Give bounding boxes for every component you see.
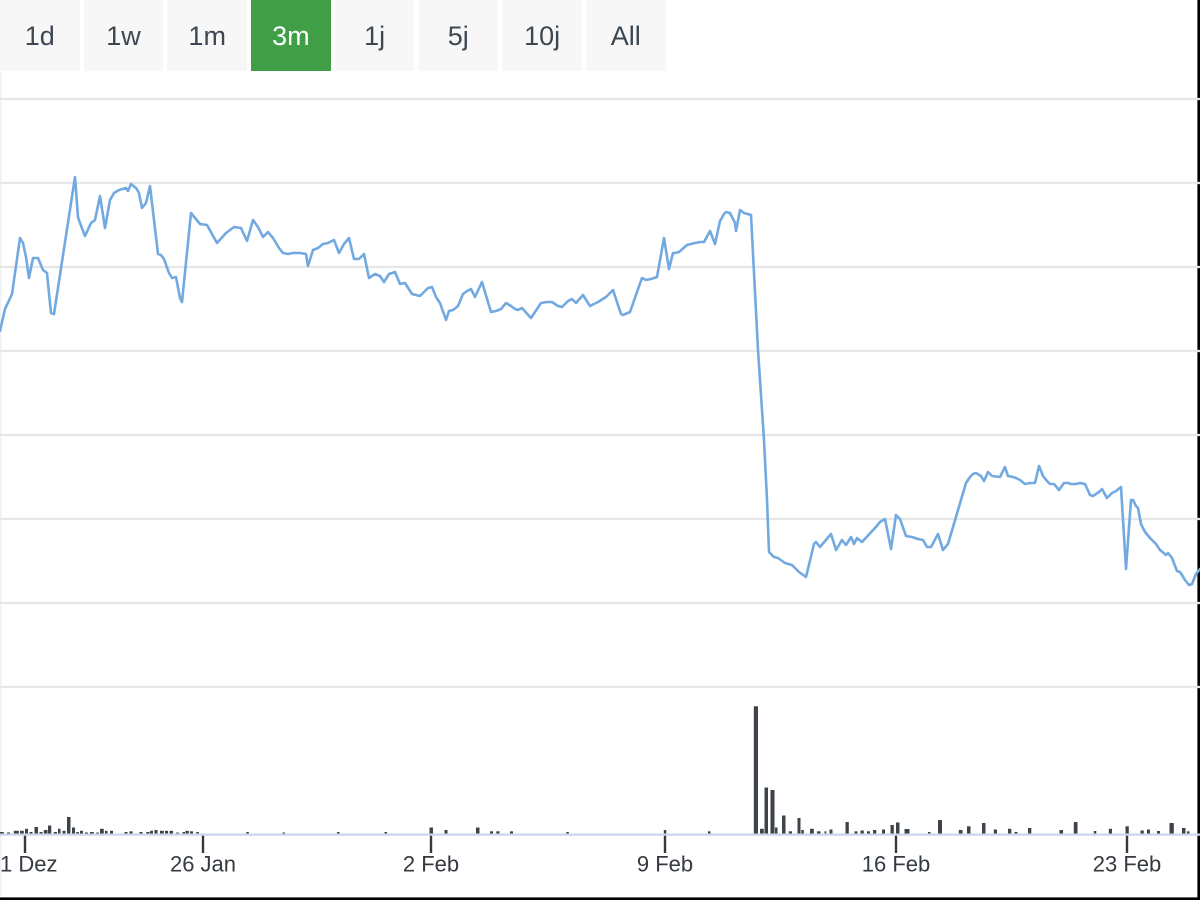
svg-text:2 Feb: 2 Feb: [403, 852, 459, 877]
svg-text:26 Jan: 26 Jan: [170, 852, 236, 877]
svg-text:16 Feb: 16 Feb: [862, 852, 931, 877]
svg-text:9 Feb: 9 Feb: [637, 852, 693, 877]
svg-text:1 Dez: 1 Dez: [0, 852, 57, 877]
svg-text:23 Feb: 23 Feb: [1093, 852, 1162, 877]
